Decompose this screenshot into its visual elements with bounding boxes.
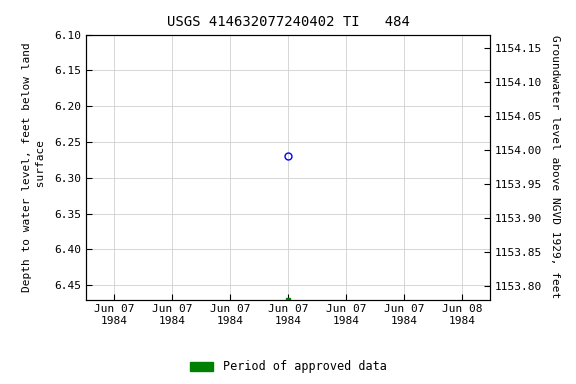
Legend: Period of approved data: Period of approved data [185,356,391,378]
Title: USGS 414632077240402 TI   484: USGS 414632077240402 TI 484 [166,15,410,29]
Y-axis label: Groundwater level above NGVD 1929, feet: Groundwater level above NGVD 1929, feet [550,35,560,299]
Y-axis label: Depth to water level, feet below land
 surface: Depth to water level, feet below land su… [22,42,46,292]
